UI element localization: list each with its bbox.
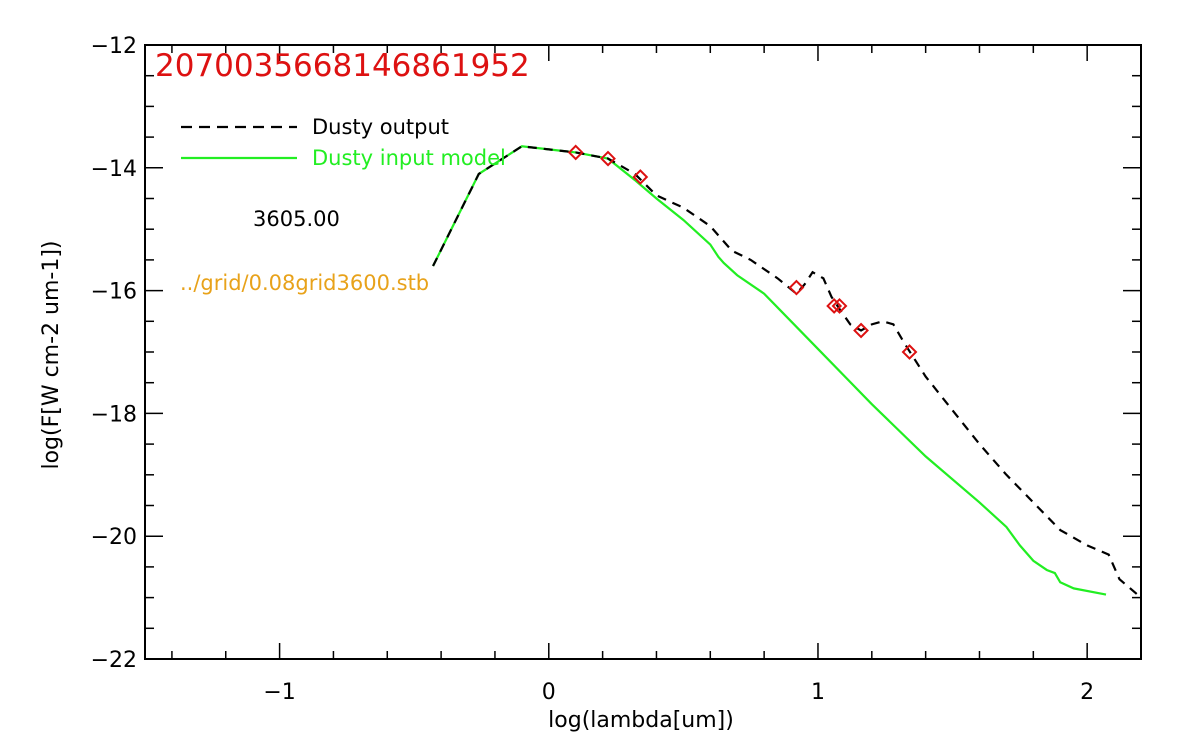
legend-label-dusty-input: Dusty input model (312, 146, 506, 170)
grid-file-label: ../grid/0.08grid3600.stb (180, 271, 429, 295)
photometry-point (788, 279, 805, 296)
photometry-point (567, 144, 584, 161)
x-tick-label: 1 (811, 680, 825, 705)
temperature-label: 3605.00 (253, 207, 340, 231)
dusty-input-line (432, 145, 1107, 596)
x-tick-label: 0 (542, 680, 556, 705)
y-tick-label: −16 (91, 280, 137, 305)
y-axis-title: log(F[W cm-2 um-1]) (39, 240, 64, 469)
photometry-point (831, 298, 848, 314)
photometry-point (853, 322, 869, 339)
legend-label-dusty-output: Dusty output (312, 115, 449, 139)
y-tick-label: −18 (91, 402, 137, 427)
photometry-point (632, 169, 649, 185)
y-tick-label: −22 (91, 648, 137, 673)
y-tick-label: −12 (91, 34, 137, 59)
series-layer (432, 145, 1142, 599)
x-tick-label: −1 (263, 680, 295, 705)
x-tick-label: 2 (1080, 680, 1094, 705)
marker-layer (567, 144, 918, 360)
legend: Dusty output Dusty input model (181, 115, 506, 170)
photometry-point (826, 298, 843, 314)
plot-title: 2070035668146861952 (155, 48, 530, 84)
y-tick-label: −14 (91, 157, 137, 182)
plot-frame (144, 44, 1142, 660)
photometry-point (901, 344, 918, 360)
y-tick-label: −20 (91, 525, 137, 550)
dusty-output-line (432, 145, 1142, 599)
photometry-point (600, 150, 616, 167)
axes: −1 0 1 2 −22 −20 −18 −16 −14 −12 (91, 34, 1142, 705)
x-axis-title: log(lambda[um]) (548, 708, 734, 733)
